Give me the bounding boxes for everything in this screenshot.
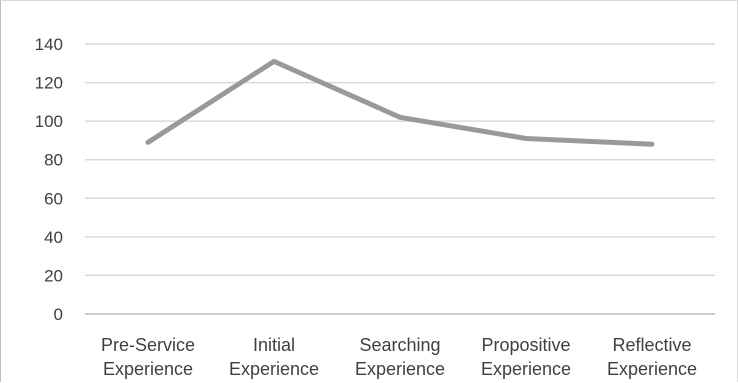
series-line bbox=[145, 58, 655, 147]
series-layer bbox=[145, 58, 655, 147]
x-axis-category-labels: Pre-Service Experience Initial Experience Se… bbox=[101, 335, 697, 379]
y-tick-label: 140 bbox=[35, 35, 63, 54]
y-tick-label: 0 bbox=[54, 305, 63, 324]
x-category-label: Initial bbox=[253, 335, 295, 355]
data-point bbox=[398, 115, 402, 120]
data-point bbox=[146, 140, 150, 145]
y-tick-label: 80 bbox=[44, 151, 63, 170]
y-tick-label: 40 bbox=[44, 228, 63, 247]
x-category-label: Experience bbox=[607, 359, 697, 379]
y-tick-label: 60 bbox=[44, 189, 63, 208]
y-tick-label: 100 bbox=[35, 112, 63, 131]
data-point bbox=[272, 59, 276, 64]
x-category-label: Experience bbox=[103, 359, 193, 379]
x-category-label: Reflective bbox=[612, 335, 691, 355]
y-tick-label: 120 bbox=[35, 74, 63, 93]
x-category-label: Experience bbox=[355, 359, 445, 379]
y-tick-label: 20 bbox=[44, 266, 63, 285]
y-axis-tick-labels: 0 20 40 60 80 100 120 140 bbox=[35, 35, 63, 324]
x-category-label: Pre-Service bbox=[101, 335, 195, 355]
data-point bbox=[524, 136, 528, 141]
x-category-label: Experience bbox=[229, 359, 319, 379]
x-category-label: Searching bbox=[359, 335, 440, 355]
x-category-label: Propositive bbox=[481, 335, 570, 355]
gridlines bbox=[85, 43, 715, 315]
data-point bbox=[650, 142, 654, 147]
x-category-label: Experience bbox=[481, 359, 571, 379]
